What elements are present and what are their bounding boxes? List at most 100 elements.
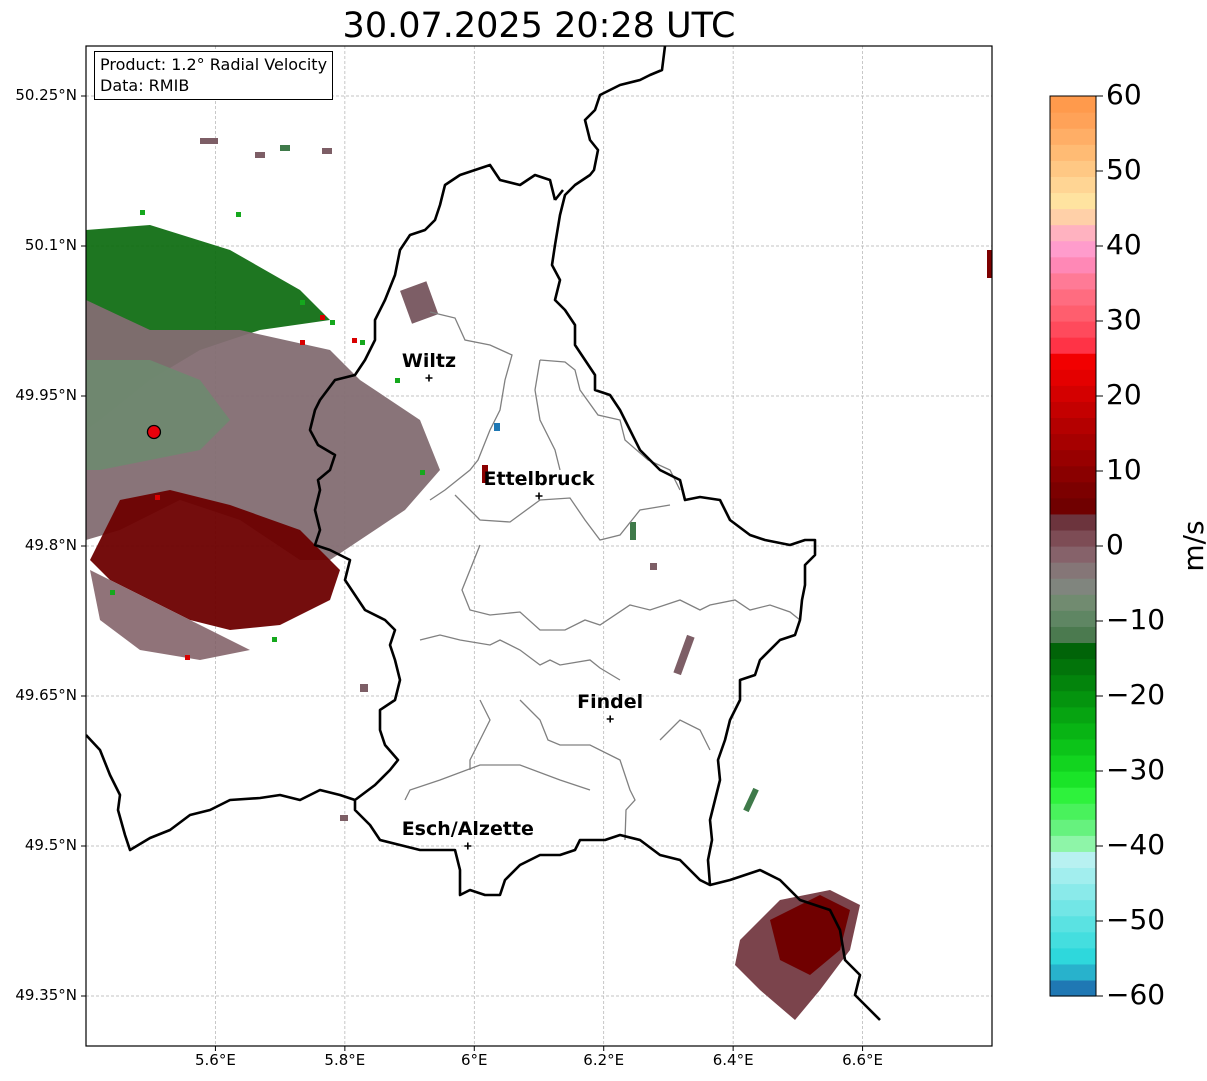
colorbar-tick-label: 10 — [1106, 453, 1142, 486]
colorbar-swatch — [1050, 481, 1096, 499]
colorbar-swatch — [1050, 979, 1096, 997]
colorbar-swatch — [1050, 449, 1096, 467]
product-info-box: Product: 1.2° Radial Velocity Data: RMIB — [94, 51, 334, 100]
lat-tick-label: 50.25°N — [15, 86, 77, 104]
colorbar-swatch — [1050, 128, 1096, 145]
place-marker — [425, 374, 433, 382]
colorbar-swatch — [1050, 738, 1096, 756]
lon-tick-label: 6.4°E — [712, 1051, 754, 1069]
colorbar-swatch — [1050, 112, 1096, 129]
lat-tick-label: 50.1°N — [24, 236, 77, 254]
colorbar-swatch — [1050, 658, 1096, 676]
colorbar-swatch — [1050, 272, 1096, 290]
colorbar-swatch — [1050, 963, 1096, 981]
colorbar-swatch — [1050, 433, 1096, 451]
colorbar-swatch — [1050, 610, 1096, 627]
lat-tick-label: 49.65°N — [15, 686, 77, 704]
colorbar-swatch — [1050, 803, 1096, 820]
colorbar-tick-label: 0 — [1106, 528, 1124, 561]
lat-tick-label: 49.5°N — [24, 836, 77, 854]
echo-cell-se-core — [770, 895, 850, 975]
colorbar-tick-label: −20 — [1106, 678, 1166, 711]
colorbar-swatch — [1050, 192, 1096, 210]
country-borders — [86, 46, 881, 1021]
colorbar-swatch — [1050, 353, 1096, 370]
colorbar-swatch — [1050, 513, 1096, 531]
colorbar-swatch — [1050, 337, 1096, 354]
place-marker — [464, 842, 472, 850]
colorbar-swatch — [1050, 304, 1096, 322]
colorbar-tick-label: 60 — [1106, 78, 1142, 111]
place-markers — [425, 374, 614, 850]
colorbar-tick-marks — [1096, 95, 1103, 997]
colorbar-swatch — [1050, 321, 1096, 338]
canton-boundaries — [404, 311, 801, 841]
colorbar-swatch — [1050, 690, 1096, 708]
colorbar-swatch — [1050, 819, 1096, 836]
place-marker — [535, 492, 543, 500]
colorbar-swatch — [1050, 256, 1096, 274]
colorbar-tick-label: 50 — [1106, 153, 1142, 186]
colorbar-tick-label: 30 — [1106, 303, 1142, 336]
echo-area-red — [90, 490, 340, 630]
colorbar-swatch — [1050, 754, 1096, 772]
colorbar-swatch — [1050, 771, 1096, 788]
colorbar-swatch — [1050, 546, 1096, 563]
colorbar-swatch — [1050, 385, 1096, 402]
place-label: Findel — [577, 691, 644, 713]
colorbar-swatch — [1050, 899, 1096, 917]
colorbar-swatch — [1050, 176, 1096, 194]
colorbar-tick-label: 40 — [1106, 228, 1142, 261]
map-title: 30.07.2025 20:28 UTC — [342, 6, 736, 46]
colorbar-swatch — [1050, 787, 1096, 804]
colorbar-swatch — [1050, 369, 1096, 386]
colorbar-swatch — [1050, 626, 1096, 644]
colorbar-swatch — [1050, 915, 1096, 933]
colorbar-tick-label: −50 — [1106, 903, 1166, 936]
colorbar-swatch — [1050, 208, 1096, 226]
lat-tick-label: 49.35°N — [15, 986, 77, 1004]
colorbar-swatch — [1050, 706, 1096, 724]
colorbar-tick-label: −30 — [1106, 753, 1166, 786]
colorbar-swatch — [1050, 931, 1096, 949]
colorbar-swatch — [1050, 578, 1096, 595]
colorbar-swatch — [1050, 883, 1096, 901]
place-marker — [606, 715, 614, 723]
colorbar-swatch — [1050, 465, 1096, 483]
place-label: Wiltz — [401, 350, 457, 372]
echo-area-greygreen — [86, 360, 230, 470]
colorbar-swatch — [1050, 674, 1096, 692]
echo-area-grey-south — [90, 570, 250, 660]
colorbar-swatch — [1050, 642, 1096, 660]
colorbar-tick-label: −10 — [1106, 603, 1166, 636]
colorbar-swatch — [1050, 401, 1096, 419]
colorbar-swatch — [1050, 947, 1096, 965]
colorbar-swatch — [1050, 851, 1096, 869]
colorbar-swatch — [1050, 497, 1096, 515]
colorbar-swatch — [1050, 96, 1096, 113]
colorbar-unit-label: m/s — [1177, 520, 1207, 572]
place-label: Ettelbruck — [483, 468, 595, 490]
product-label: Product: 1.2° Radial Velocity — [100, 55, 328, 74]
colorbar-swatch — [1050, 160, 1096, 177]
colorbar-swatch — [1050, 722, 1096, 740]
colorbar-swatch — [1050, 835, 1096, 852]
colorbar-tick-label: 20 — [1106, 378, 1142, 411]
lat-tick-label: 49.95°N — [15, 386, 77, 404]
lon-tick-label: 6.6°E — [842, 1051, 883, 1069]
radar-site-marker — [146, 424, 162, 440]
colorbar-swatch — [1050, 529, 1096, 547]
lon-tick-label: 6°E — [461, 1051, 488, 1069]
data-source-label: Data: RMIB — [100, 76, 190, 95]
axis-tick-marks — [81, 95, 864, 1051]
colorbar-swatch — [1050, 144, 1096, 161]
colorbar-swatch — [1050, 594, 1096, 611]
colorbar-swatch — [1050, 417, 1096, 435]
colorbar-swatches — [1050, 96, 1096, 997]
colorbar-tick-label: −60 — [1106, 978, 1166, 1011]
colorbar-swatch — [1050, 867, 1096, 885]
lon-tick-label: 5.6°E — [195, 1051, 236, 1069]
lon-tick-label: 6.2°E — [583, 1051, 625, 1069]
colorbar-swatch — [1050, 288, 1096, 306]
